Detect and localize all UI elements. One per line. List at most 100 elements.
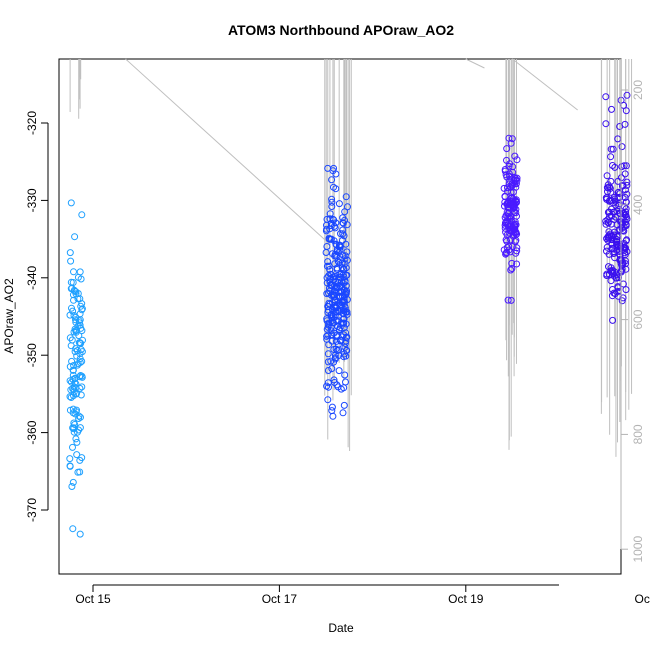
data-point	[74, 468, 82, 476]
data-point	[619, 280, 627, 288]
data-point	[74, 273, 82, 281]
data-point	[504, 184, 511, 192]
data-point	[66, 311, 74, 319]
data-point	[327, 291, 335, 299]
data-point	[616, 226, 624, 234]
y2-tick-label: 1000	[631, 536, 645, 563]
data-point	[608, 105, 615, 113]
data-point	[622, 107, 630, 115]
data-point	[66, 393, 74, 401]
data-point	[324, 367, 332, 374]
data-point	[70, 268, 77, 276]
data-point	[621, 170, 629, 178]
data-point	[621, 194, 629, 201]
data-point	[66, 462, 74, 470]
y-tick-label: -320	[25, 111, 39, 135]
data-point	[339, 319, 347, 327]
data-point	[330, 376, 338, 384]
data-point	[340, 307, 348, 315]
data-points	[66, 91, 631, 538]
data-point	[503, 248, 511, 256]
data-point	[71, 233, 79, 241]
data-point	[72, 316, 79, 324]
data-point	[609, 199, 617, 207]
data-point	[622, 286, 630, 294]
data-point	[323, 225, 331, 233]
data-point	[326, 215, 334, 223]
data-point	[507, 236, 514, 244]
data-point	[339, 298, 346, 305]
data-point	[603, 270, 611, 278]
data-point	[327, 323, 335, 331]
data-point	[512, 209, 520, 217]
data-point	[337, 278, 345, 286]
data-point	[76, 316, 84, 324]
data-point	[68, 336, 76, 344]
data-point	[606, 230, 614, 238]
data-point	[501, 202, 508, 210]
data-point	[324, 379, 332, 387]
data-point	[623, 91, 631, 99]
data-point	[66, 249, 74, 257]
data-point	[74, 428, 81, 436]
data-point	[73, 451, 81, 459]
data-point	[606, 184, 614, 192]
data-point	[340, 315, 348, 323]
data-point	[622, 244, 629, 252]
data-point	[69, 291, 77, 299]
data-point	[328, 195, 336, 203]
data-point	[69, 405, 77, 413]
data-point	[618, 297, 626, 305]
data-point	[622, 222, 630, 230]
data-point	[335, 346, 343, 354]
data-point	[509, 188, 517, 196]
data-point	[603, 194, 611, 202]
data-point	[605, 234, 613, 242]
data-point	[330, 329, 338, 337]
data-point	[67, 257, 75, 265]
data-point	[512, 205, 520, 213]
data-point	[502, 212, 510, 220]
data-point	[70, 362, 78, 369]
data-point	[69, 478, 77, 486]
data-point	[341, 340, 349, 347]
data-point	[333, 245, 341, 253]
data-point	[70, 419, 78, 427]
data-point	[333, 381, 341, 389]
y2-tick-label: 800	[631, 424, 645, 444]
data-point	[619, 294, 627, 302]
data-point	[623, 248, 631, 256]
data-point	[608, 292, 616, 300]
data-point	[325, 299, 333, 307]
data-point	[507, 139, 515, 147]
data-point	[72, 435, 80, 443]
data-point	[68, 357, 76, 365]
data-point	[68, 483, 76, 490]
data-point	[78, 372, 86, 380]
data-point	[621, 186, 629, 194]
data-point	[603, 172, 611, 180]
data-point	[507, 266, 515, 274]
data-point	[505, 222, 513, 230]
data-point	[77, 302, 85, 310]
data-point	[324, 258, 332, 266]
data-point	[327, 357, 335, 365]
data-point	[502, 171, 510, 179]
x-tick-label: Oct 15	[75, 592, 111, 606]
data-point	[327, 281, 335, 289]
data-point	[332, 304, 340, 312]
data-point	[623, 236, 631, 244]
data-point	[512, 229, 520, 237]
data-point	[68, 378, 75, 386]
data-point	[339, 219, 347, 227]
data-point	[501, 167, 509, 175]
data-point	[503, 145, 511, 153]
data-point	[503, 208, 511, 216]
data-point	[337, 270, 345, 278]
y2-tick-label: 400	[631, 194, 645, 214]
data-point	[330, 237, 338, 245]
data-point	[504, 296, 512, 304]
data-point	[512, 175, 519, 182]
data-point	[338, 259, 346, 267]
data-point	[607, 277, 615, 285]
